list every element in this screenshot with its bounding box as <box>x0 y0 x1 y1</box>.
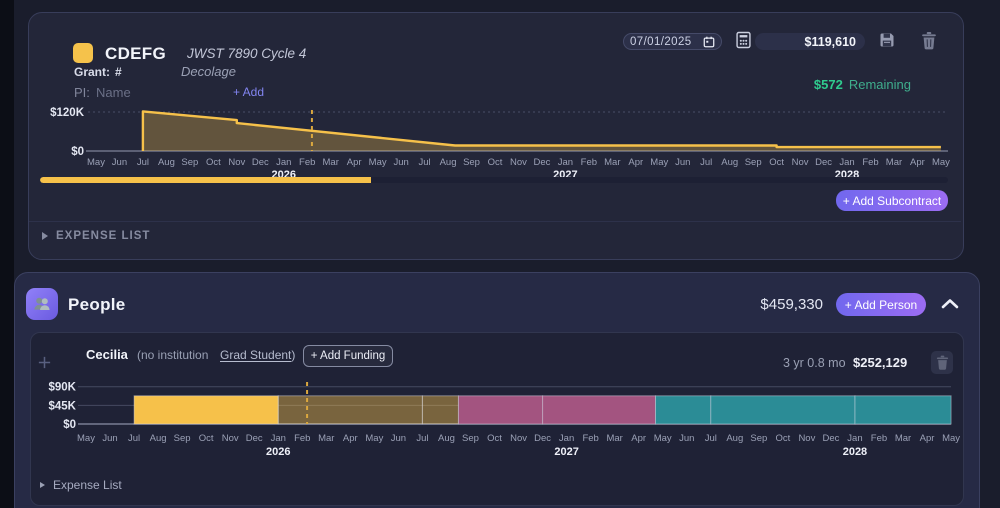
save-button[interactable] <box>879 32 895 48</box>
add-subcontract-button[interactable]: + Add Subcontract <box>836 190 948 211</box>
person-duration: 3 yr 0.8 mo <box>783 356 846 370</box>
people-total: $459,330 <box>760 296 823 313</box>
grant-start-date-value: 07/01/2025 <box>630 35 692 48</box>
expense-list-label: EXPENSE LIST <box>56 230 151 242</box>
pi-name-field[interactable]: Name <box>96 85 131 100</box>
people-title: People <box>68 295 126 314</box>
add-pi-link[interactable]: + Add <box>233 85 265 99</box>
grant-title: CDEFG <box>105 44 166 63</box>
calculator-icon[interactable] <box>736 31 751 49</box>
chevron-up-icon <box>940 297 960 310</box>
grant-amount-input[interactable]: $119,610 <box>755 33 865 50</box>
person-role-link[interactable]: Grad Student <box>220 348 292 362</box>
add-funding-button[interactable]: + Add Funding <box>303 345 393 367</box>
card-divider <box>29 221 961 222</box>
person-expense-list-label: Expense List <box>53 478 122 492</box>
add-person-button[interactable]: + Add Person <box>836 293 926 316</box>
collapse-section-button[interactable] <box>940 297 960 310</box>
grant-label: Grant: <box>74 65 110 79</box>
delete-grant-button[interactable] <box>921 31 937 50</box>
person-role: Grad Student) <box>220 348 295 362</box>
grant-color-swatch[interactable] <box>73 43 93 63</box>
save-icon <box>879 32 895 48</box>
person-institution-note: (no institution <box>137 348 209 362</box>
expense-list-toggle[interactable]: EXPENSE LIST <box>42 230 150 242</box>
remaining-group: $572 Remaining <box>814 77 911 92</box>
grant-number-field[interactable]: # <box>115 65 122 79</box>
window-edge <box>0 0 14 508</box>
grant-progress-bar <box>40 177 948 183</box>
people-icon-tile <box>26 288 58 320</box>
grant-card: CDEFG JWST 7890 Cycle 4 07/01/2025 $1 <box>28 12 964 260</box>
pi-label: PI: <box>74 85 90 100</box>
expand-triangle-icon <box>40 482 45 488</box>
grant-start-date-input[interactable]: 07/01/2025 <box>623 33 722 50</box>
grant-subtitle: JWST 7890 Cycle 4 <box>187 46 307 61</box>
delete-person-button[interactable] <box>931 351 953 374</box>
person-expense-list-toggle[interactable]: Expense List <box>40 478 122 492</box>
remaining-label: Remaining <box>848 77 911 92</box>
person-role-suffix: ) <box>291 348 296 362</box>
expand-triangle-icon <box>42 232 48 240</box>
progress-solid <box>40 177 372 183</box>
person-amount: $252,129 <box>853 355 908 370</box>
calendar-icon <box>703 36 715 48</box>
agency-name: Decolage <box>181 64 236 79</box>
remaining-value: $572 <box>813 77 843 92</box>
trash-icon <box>936 355 949 370</box>
drag-handle-icon <box>38 356 51 369</box>
person-name: Cecilia <box>86 347 128 362</box>
people-icon <box>32 294 52 314</box>
drag-handle[interactable] <box>38 356 51 369</box>
trash-icon <box>921 31 937 50</box>
